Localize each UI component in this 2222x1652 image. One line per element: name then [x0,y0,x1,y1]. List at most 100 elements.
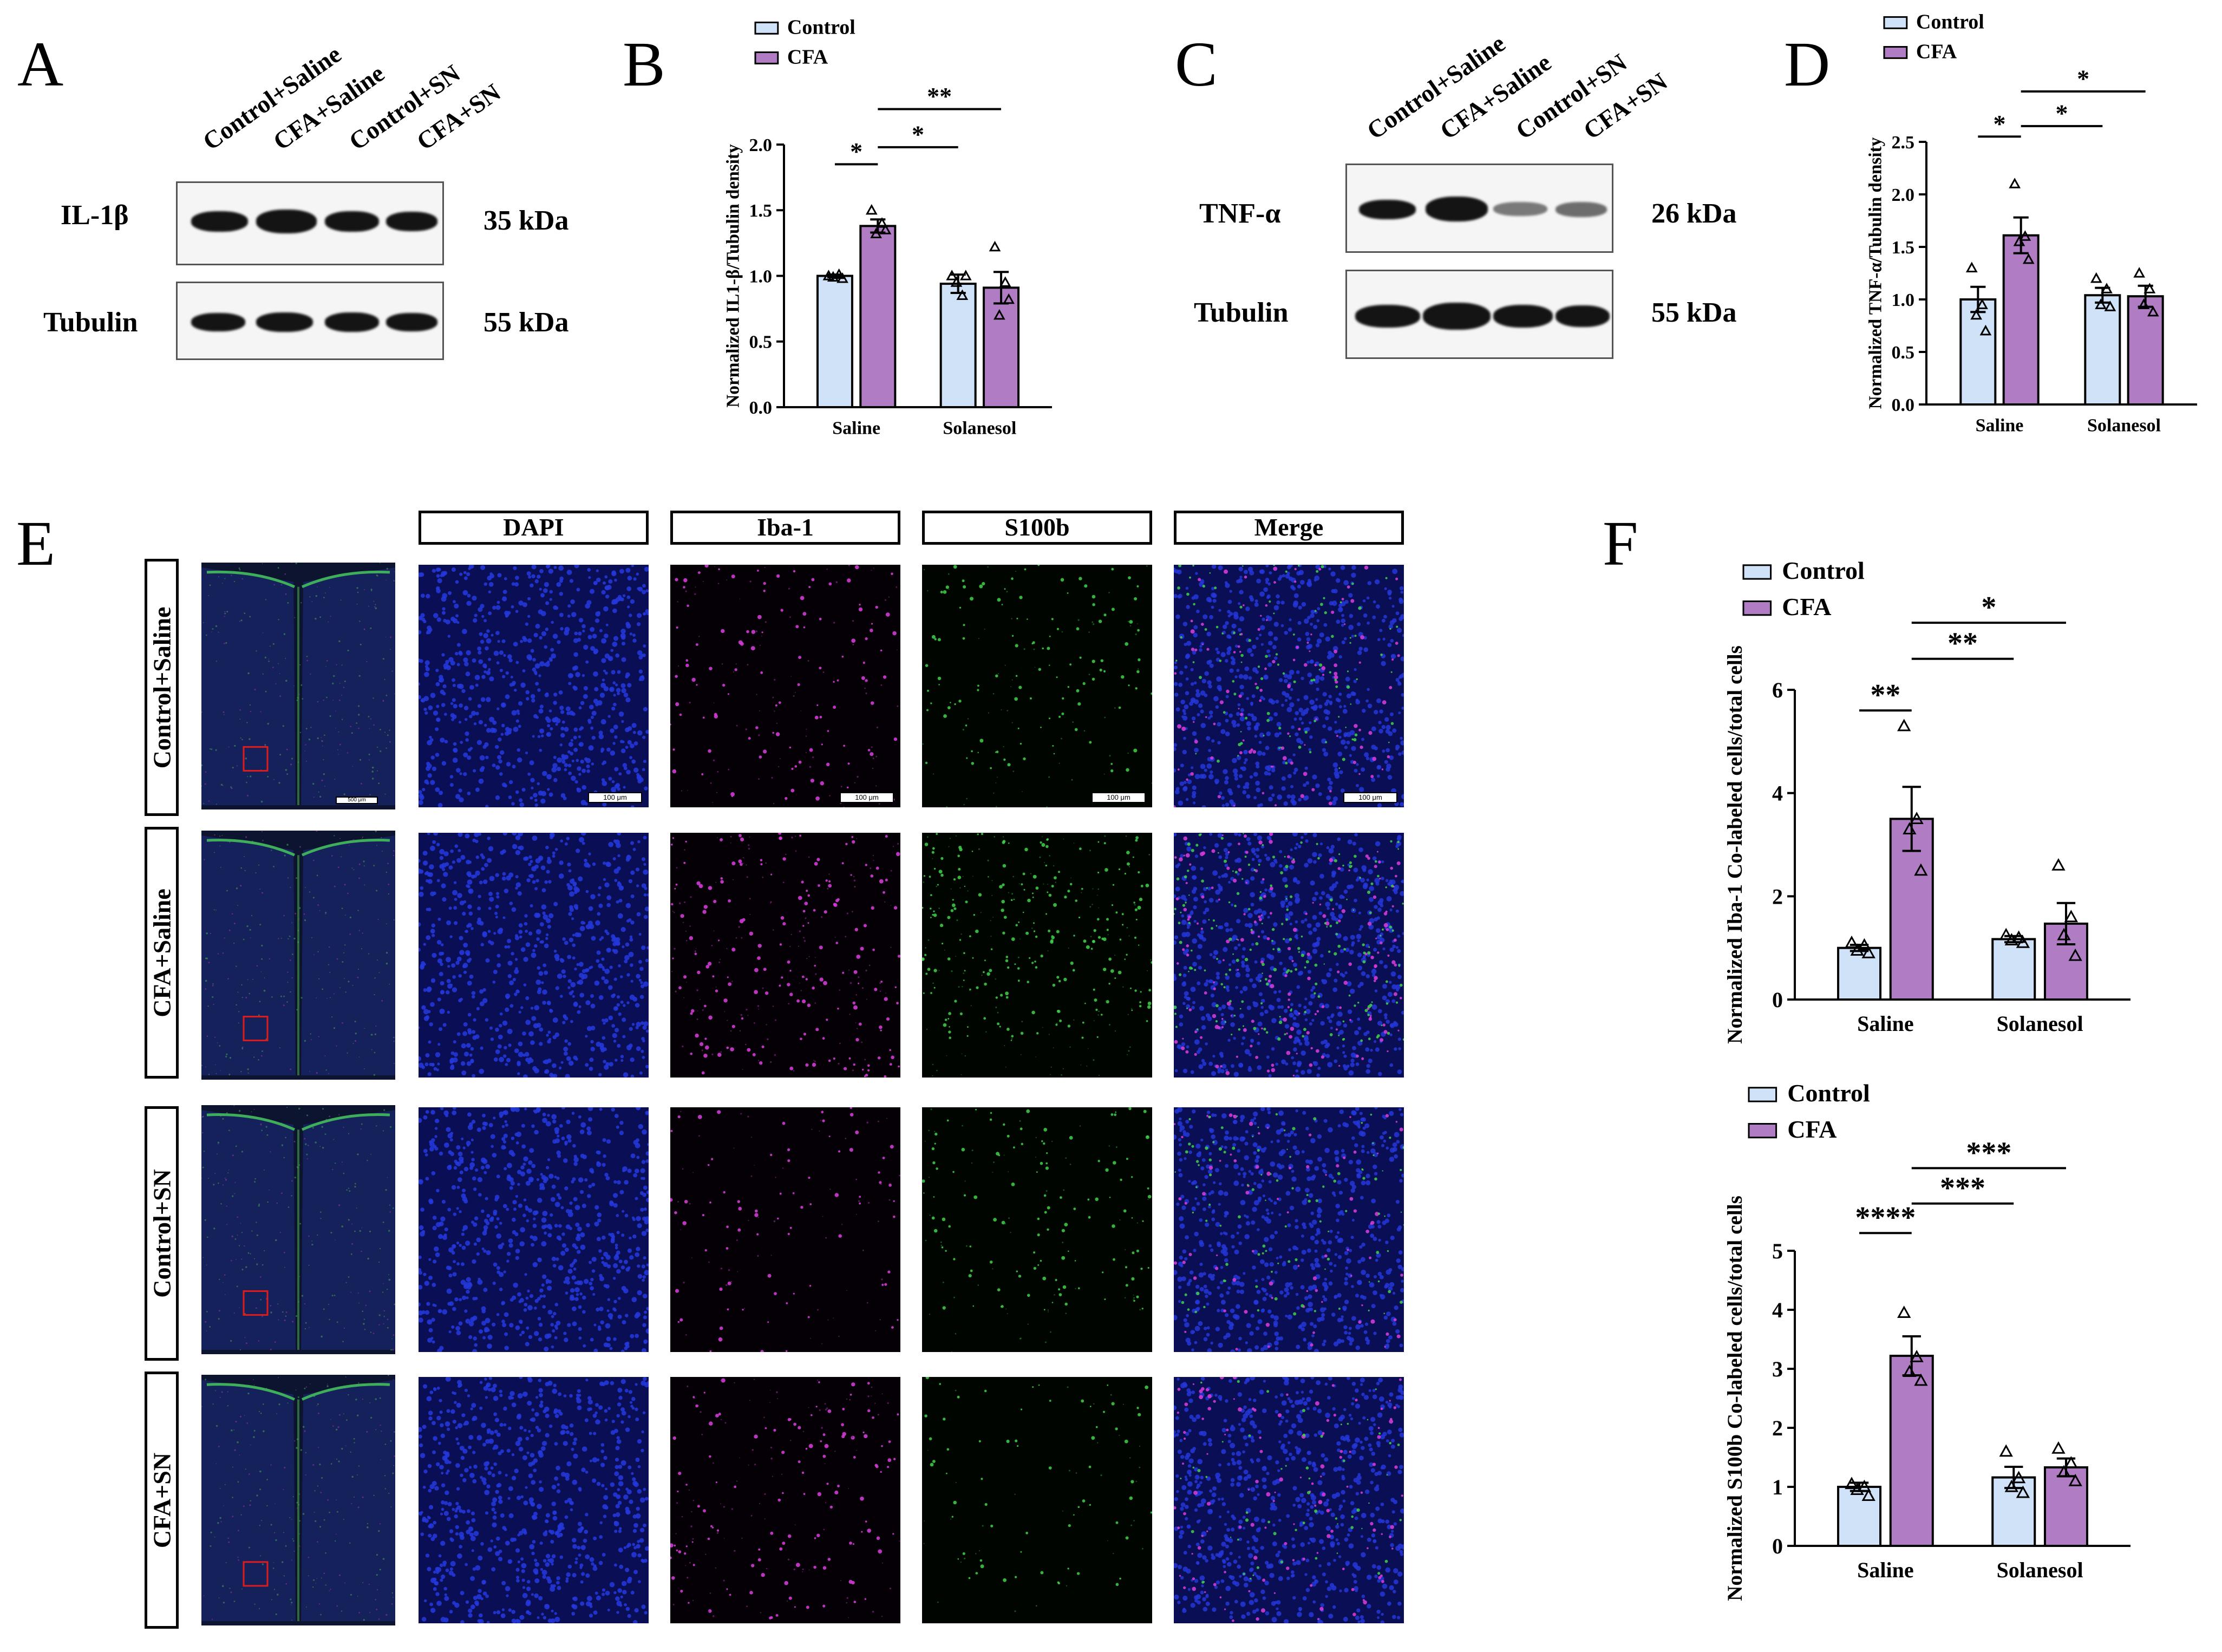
y-axis-label: Normalized Iba-1 Co-labeled cells/total … [1723,645,1747,1044]
data-point [876,217,888,228]
x-tick-label: Saline [1976,415,2024,435]
bar-chart-s100b: Control CFA 0 1 2 3 4 5 Normalized S100b Co-labe… [1723,1079,2130,1601]
data-point [2101,283,2113,293]
micrograph-dapi [419,1377,649,1623]
significance-label: * [1994,110,2006,138]
overview-section-image [201,831,395,1080]
micrograph-s100b [922,833,1152,1078]
legend-label: CFA [1787,1115,1837,1143]
data-point [1999,1444,2013,1457]
panel-letter-b: B [623,29,665,100]
bar [2127,295,2164,406]
micrograph-merge [1174,1377,1404,1623]
y-axis-label: Normalized TNF-α/Tubulin density [1866,137,1886,409]
data-point [2090,272,2102,283]
y-tick-label: 4 [1772,781,1783,806]
data-point [2051,858,2066,871]
y-tick-label: 5 [1772,1239,1783,1263]
data-point [2051,1441,2066,1454]
scale-bar: 100 μm [1343,792,1397,803]
legend-swatch [754,51,779,64]
data-point [2057,928,2071,941]
legend-label: Control [1787,1079,1870,1107]
data-point [1857,1479,1872,1492]
channel-header-iba1: Iba-1 [670,511,900,545]
data-point [1845,935,1859,948]
x-tick-label: Saline [1857,1011,1913,1036]
y-tick-label: 2.5 [1892,133,1915,153]
data-point [2104,301,2116,311]
significance-label: * [2056,100,2068,127]
data-point [1903,822,1917,835]
data-point [1850,943,1864,956]
y-axis-label: Normalized IL1-β/Tubulin density [723,144,743,408]
significance-label: ** [927,82,952,110]
molecular-weight-label: 26 kDa [1651,198,1737,229]
channel-header-s100b: S100b [922,511,1152,545]
data-point [1914,863,1928,876]
micrograph-iba1 [670,833,900,1078]
legend-swatch [1742,600,1772,616]
blot-band [386,313,437,331]
significance-label: * [912,121,924,148]
micrograph-merge [1174,565,1404,807]
y-tick-label: 0.0 [1892,395,1915,415]
molecular-weight-label: 35 kDa [483,205,569,236]
data-point [1910,812,1924,824]
blot-band [1556,305,1610,327]
data-point [2064,910,2079,923]
y-tick-label: 0 [1772,988,1783,1012]
y-tick-label: 1.5 [749,201,773,221]
bar [939,283,977,408]
data-point [2022,253,2035,264]
data-point [2068,948,2082,961]
micrograph-merge [1174,833,1404,1078]
data-point [946,270,958,280]
protein-label: IL-1β [61,200,129,231]
blot-band [1493,202,1547,216]
data-point [1999,928,2013,941]
data-point [956,289,969,301]
panel-letter-f: F [1603,508,1638,579]
bar [1837,1486,1882,1547]
significance-label: *** [1940,1172,1985,1205]
data-point [1850,1483,1864,1496]
y-tick-label: 0.0 [749,398,773,418]
data-point [1910,1349,1924,1362]
micrograph-iba1 [670,565,900,807]
significance-label: ** [1870,678,1900,712]
x-tick-label: Solanesol [1997,1011,2083,1036]
data-point [1857,938,1872,951]
y-tick-label: 1.0 [749,266,773,286]
micrograph-dapi [419,833,649,1078]
blot-band [1426,197,1488,221]
x-tick-label: Saline [832,418,880,438]
micrograph-iba1 [670,1107,900,1352]
blot-band [191,211,248,232]
x-tick-label: Saline [1857,1558,1913,1582]
bar [859,225,897,408]
protein-label: Tubulin [43,307,138,338]
blot-band [1493,305,1553,328]
data-point [2009,178,2021,188]
data-point [1903,1364,1917,1377]
data-point [2133,267,2146,278]
data-point [950,276,963,287]
micrograph-s100b [922,1377,1152,1623]
data-point [870,227,882,239]
data-point [2004,933,2019,945]
data-point [836,272,848,283]
panel-letter-d: D [1784,29,1831,100]
row-label: CFA+SN [145,1372,179,1629]
channel-header-dapi: DAPI [419,511,649,545]
bar [816,275,853,408]
bar [983,286,1020,409]
micrograph-dapi [419,1107,649,1352]
data-point [2095,298,2107,309]
overview-section-image [201,1105,395,1354]
blot-band [325,211,379,232]
data-point [2013,235,2025,246]
protein-label: TNF-α [1199,198,1281,229]
blot-band [325,312,379,332]
blot-band [256,210,317,233]
